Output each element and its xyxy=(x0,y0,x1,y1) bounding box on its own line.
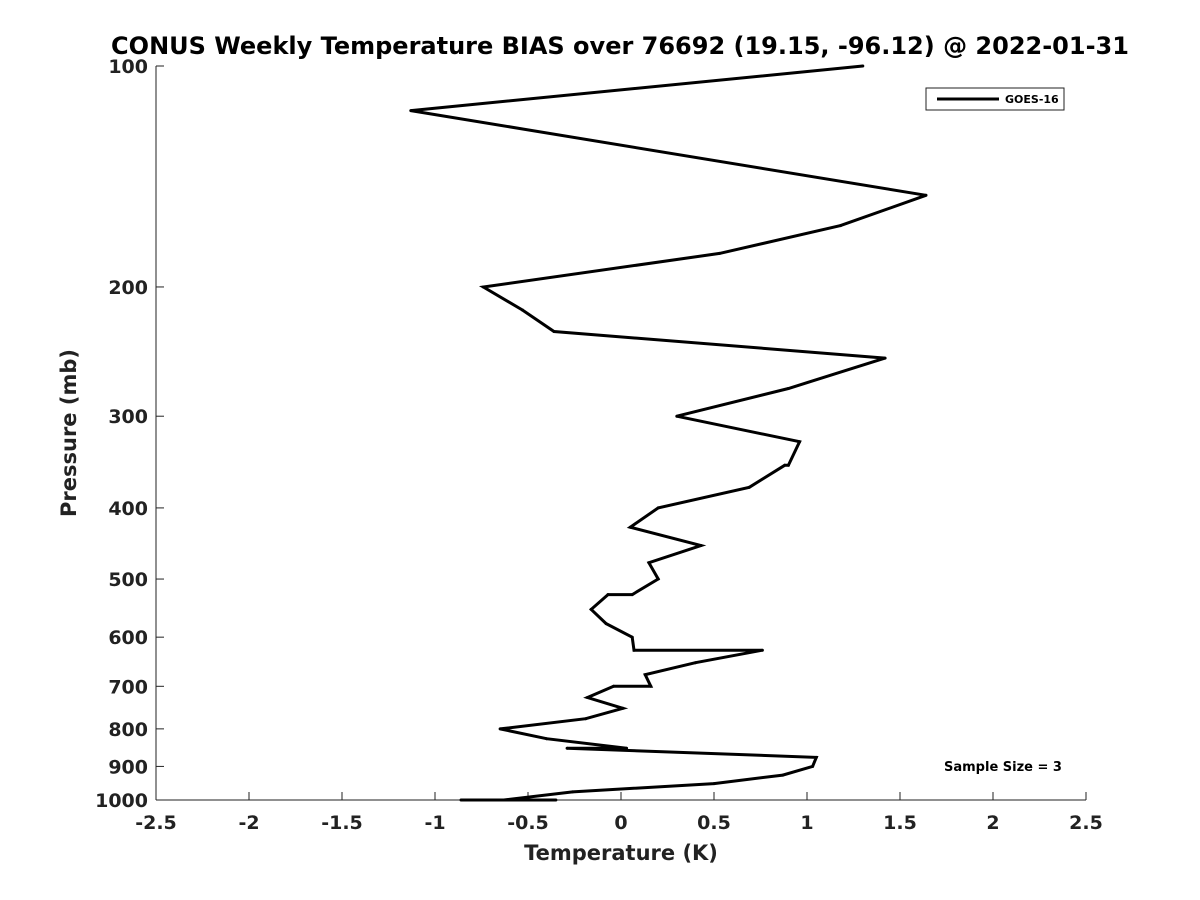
plot-area xyxy=(155,66,1086,801)
x-tick-label: 0.5 xyxy=(697,812,731,834)
data-point xyxy=(498,727,502,731)
data-point xyxy=(675,414,679,418)
data-point xyxy=(798,440,802,444)
data-point xyxy=(781,773,785,777)
data-point xyxy=(625,746,629,750)
y-tick-label: 300 xyxy=(108,406,148,428)
data-point xyxy=(649,684,653,688)
data-point xyxy=(630,593,634,597)
y-tick-label: 500 xyxy=(108,569,148,591)
y-tick-label: 900 xyxy=(108,756,148,778)
data-point xyxy=(520,308,524,312)
x-tick-label: -1 xyxy=(424,812,445,834)
series-layer xyxy=(409,64,928,802)
x-axis-label: Temperature (K) xyxy=(524,841,718,865)
x-tick-label: 2.5 xyxy=(1069,812,1103,834)
data-point xyxy=(459,798,463,802)
x-tick-label: -2 xyxy=(238,812,259,834)
data-point xyxy=(811,764,815,768)
data-point xyxy=(656,577,660,581)
data-point xyxy=(552,330,556,333)
y-tick-label: 700 xyxy=(108,676,148,698)
y-tick-label: 1000 xyxy=(95,790,148,812)
data-point xyxy=(604,622,608,626)
data-point xyxy=(628,525,632,529)
data-point xyxy=(589,607,593,611)
y-tick-label: 600 xyxy=(108,627,148,649)
chart-title: CONUS Weekly Temperature BIAS over 76692… xyxy=(111,32,1129,60)
data-point xyxy=(786,463,790,467)
data-point xyxy=(632,648,636,652)
data-point xyxy=(883,356,887,360)
data-point xyxy=(535,798,539,802)
data-point xyxy=(693,661,697,665)
data-point xyxy=(861,64,865,68)
data-point xyxy=(814,755,818,759)
data-point xyxy=(481,285,485,289)
data-point xyxy=(643,673,647,677)
data-point xyxy=(839,224,842,228)
y-axis-label: Pressure (mb) xyxy=(57,349,81,517)
data-point xyxy=(621,706,625,710)
data-point xyxy=(718,251,722,255)
data-point xyxy=(760,648,764,652)
legend-label-goes-16: GOES-16 xyxy=(1005,93,1059,106)
x-tick-label: 2 xyxy=(986,812,999,834)
data-point xyxy=(571,790,575,794)
data-point xyxy=(647,561,651,565)
data-point xyxy=(786,387,790,390)
data-point xyxy=(586,696,589,699)
y-tick-label: 200 xyxy=(108,277,148,299)
data-point xyxy=(630,635,634,639)
y-tick-label: 400 xyxy=(108,498,148,520)
data-point xyxy=(606,593,610,597)
x-tick-label: -2.5 xyxy=(135,812,177,834)
y-axis-ticks: 100 200 300 400 500 600 700 800 900 1000 xyxy=(95,56,164,812)
x-tick-label: -0.5 xyxy=(507,812,549,834)
series-line-goes-16 xyxy=(410,64,927,802)
sample-size-annotation: Sample Size = 3 xyxy=(944,760,1062,775)
data-point xyxy=(554,798,558,802)
data-point xyxy=(783,463,787,467)
data-point xyxy=(612,684,616,688)
data-point xyxy=(545,737,549,741)
data-point xyxy=(565,746,569,750)
data-point xyxy=(409,109,413,113)
x-tick-label: 1.5 xyxy=(883,812,917,834)
x-tick-label: -1.5 xyxy=(321,812,363,834)
x-tick-label: 0 xyxy=(614,812,627,834)
plot-frame xyxy=(156,66,1086,800)
data-point xyxy=(712,782,716,786)
x-axis-ticks: -2.5 -2 -1.5 -1 -0.5 0 0.5 1 1.5 2 2.5 xyxy=(135,792,1103,834)
legend: GOES-16 xyxy=(925,87,1065,111)
data-point xyxy=(584,717,588,721)
data-point xyxy=(502,798,506,802)
y-tick-label: 800 xyxy=(108,719,148,741)
data-point xyxy=(747,485,751,489)
data-point xyxy=(924,193,928,197)
y-tick-label: 100 xyxy=(108,56,148,78)
data-point xyxy=(699,544,703,547)
x-tick-label: 1 xyxy=(800,812,813,834)
data-point xyxy=(656,506,660,510)
